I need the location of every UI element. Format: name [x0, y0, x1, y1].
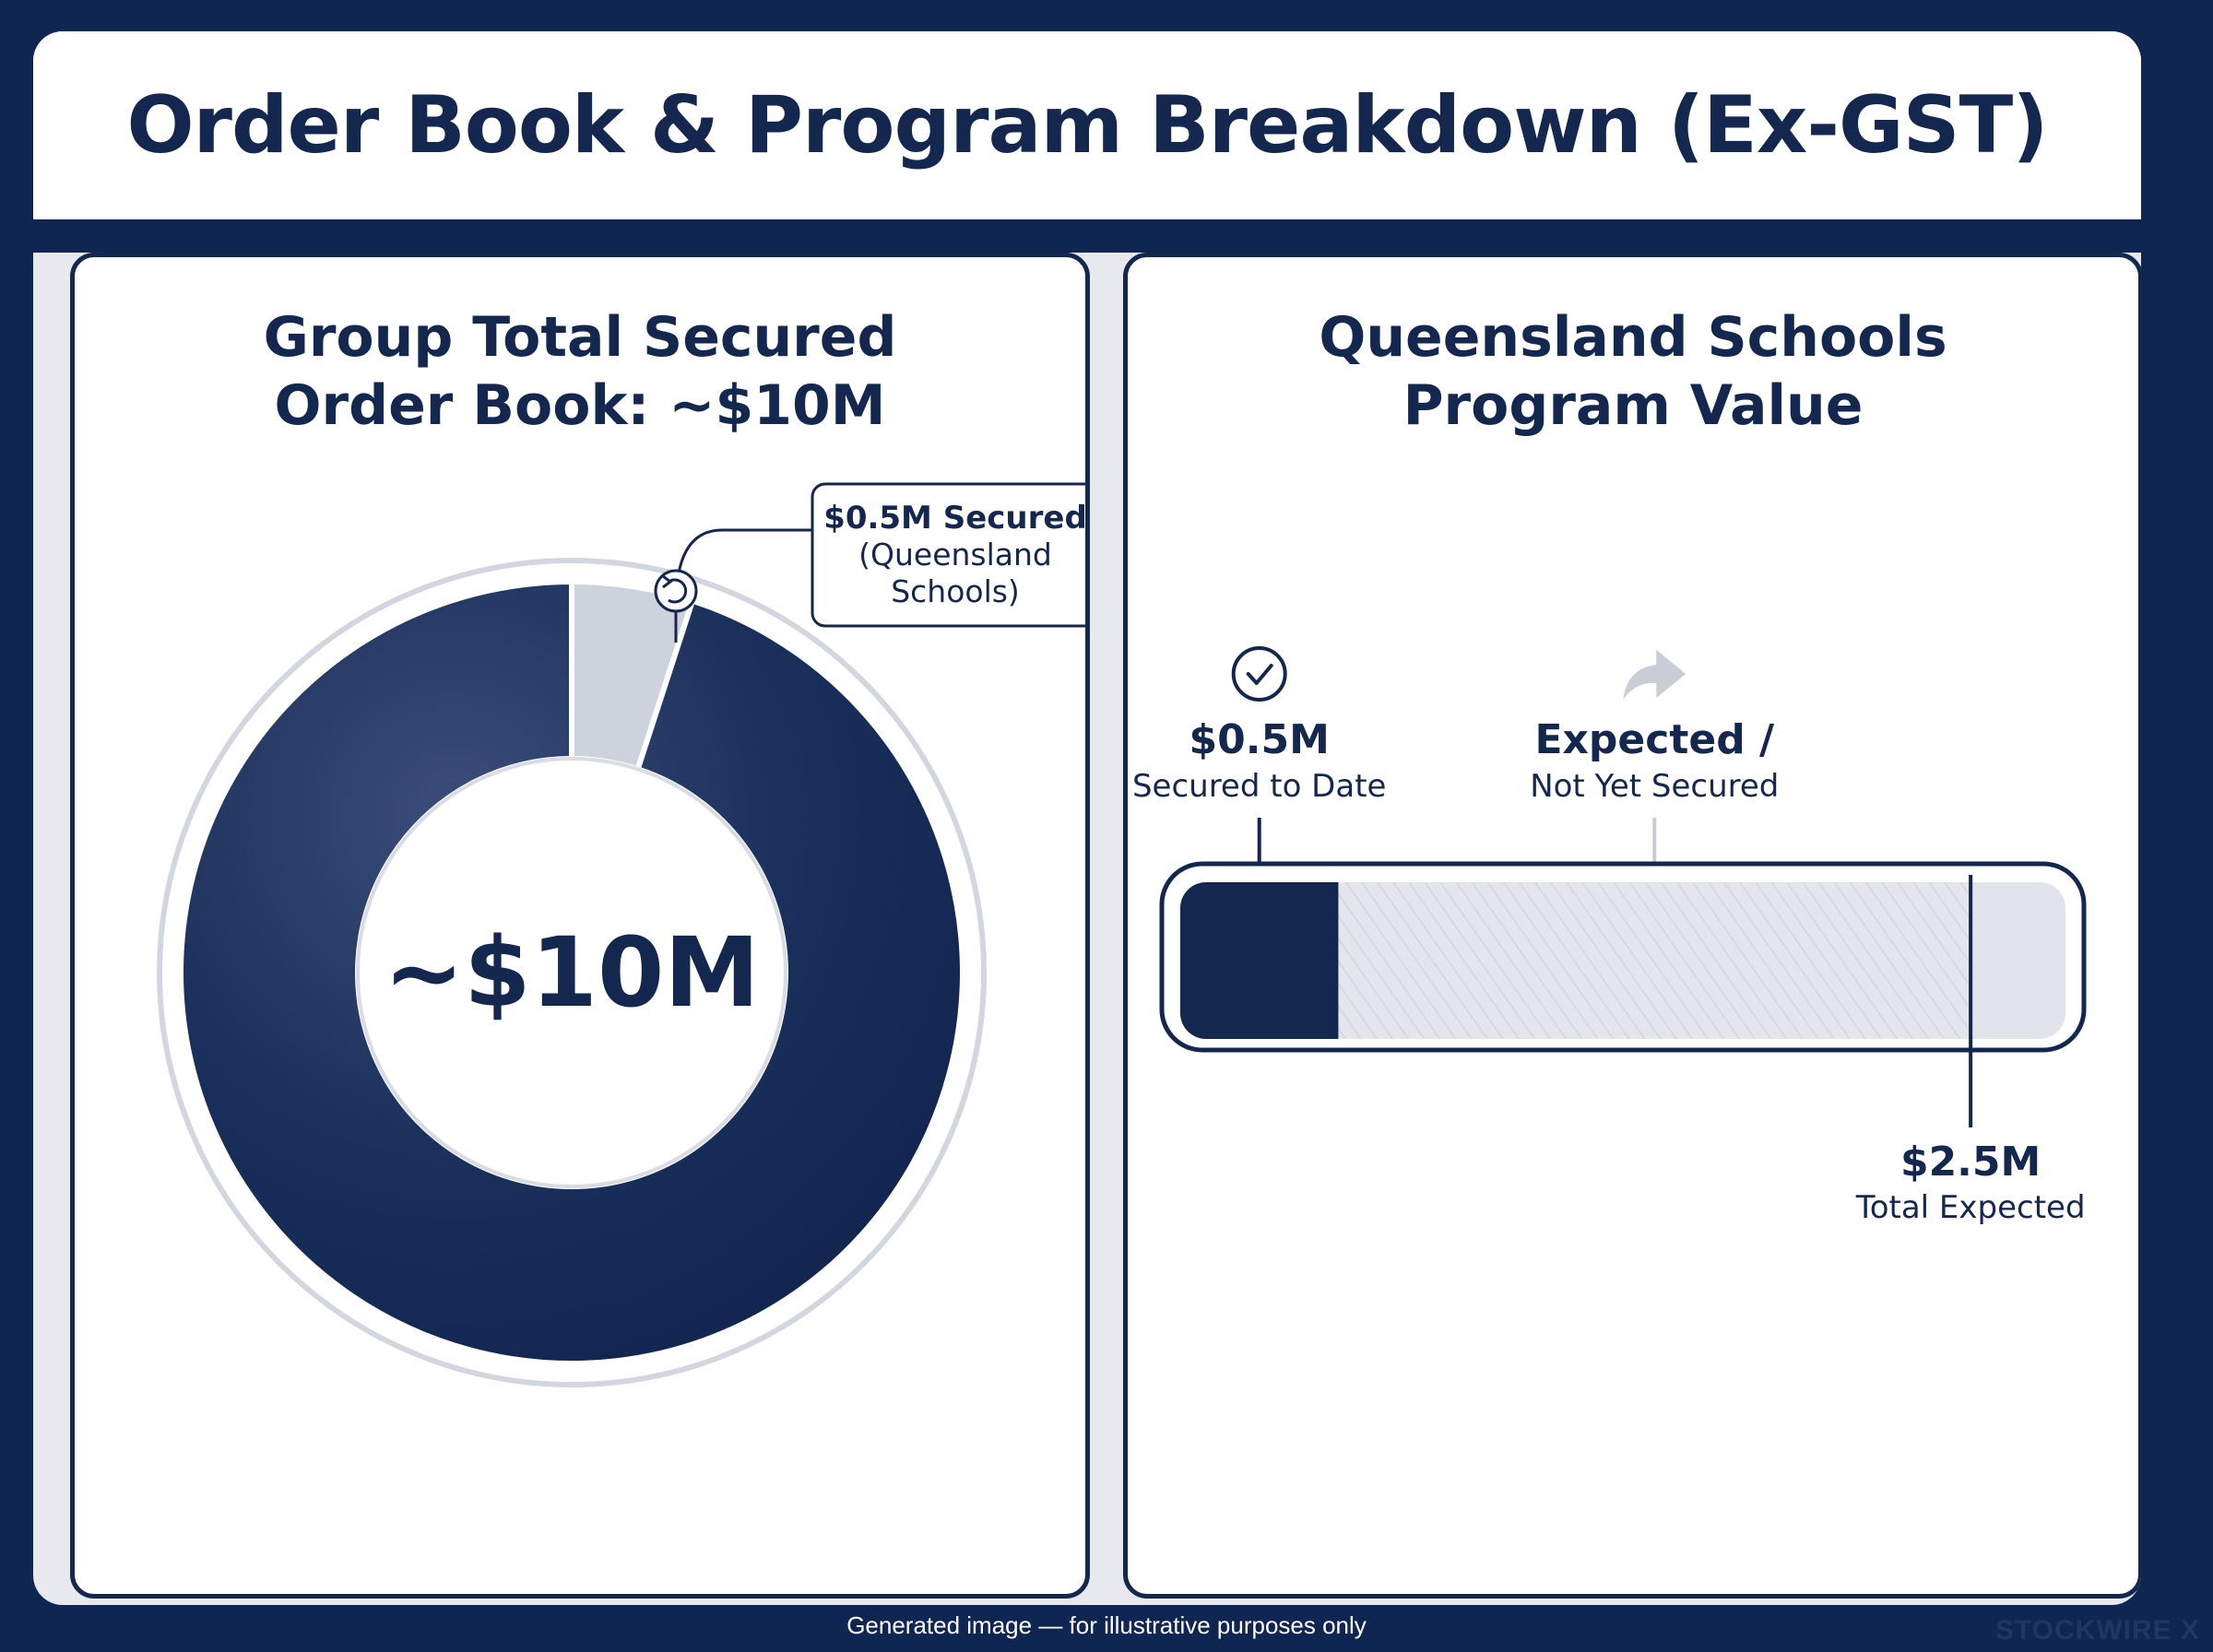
secured-value: $0.5M — [1189, 716, 1330, 763]
expected-bold: Expected / — [1534, 716, 1775, 763]
program-value-title-line1: Queensland Schools — [1319, 305, 1947, 370]
program-value-panel: Queensland Schools Program Value $0.5M S… — [1123, 253, 2141, 1599]
refresh-icon — [654, 569, 698, 613]
page-title: Order Book & Program Breakdown (Ex-GST) — [126, 79, 2048, 171]
callout-line3: Schools) — [891, 573, 1020, 609]
expected-fill — [1338, 882, 1971, 1039]
program-value-title: Queensland Schools Program Value — [1128, 303, 2138, 440]
donut-center-label: ~$10M — [384, 916, 760, 1029]
title-bar: Order Book & Program Breakdown (Ex-GST) — [33, 31, 2141, 253]
brand-logo: STOCKWIRE X — [1994, 1615, 2200, 1646]
total-label: Total Expected — [1855, 1189, 2086, 1226]
order-book-panel: Group Total Secured Order Book: ~$10M ~$… — [70, 253, 1090, 1599]
callout-box — [811, 482, 1085, 628]
callout-line2: (Queensland — [858, 537, 1052, 572]
order-book-title-line2: Order Book: ~$10M — [274, 373, 886, 438]
footer-note: Generated image — for illustrative purpo… — [846, 1611, 1367, 1639]
secured-label: Secured to Date — [1132, 768, 1387, 805]
donut-hole — [356, 757, 787, 1188]
callout-bold: $0.5M Secured — [823, 500, 1085, 537]
order-book-title: Group Total Secured Order Book: ~$10M — [75, 303, 1085, 440]
expected-label: Not Yet Secured — [1530, 768, 1779, 805]
secured-fill — [1180, 882, 1339, 1039]
donut-chart: ~$10M $0.5M Secured (Queensland Schools) — [157, 482, 1085, 1387]
forward-arrow-icon — [1623, 650, 1686, 700]
total-value: $2.5M — [1900, 1139, 2041, 1186]
order-book-title-line1: Group Total Secured — [263, 305, 897, 370]
program-value-title-line2: Program Value — [1402, 373, 1864, 438]
main-frame: Order Book & Program Breakdown (Ex-GST) … — [33, 31, 2141, 1605]
progress-bar-chart: $0.5M Secured to Date Expected / Not Yet… — [1132, 646, 2087, 1226]
check-circle-icon — [1231, 646, 1287, 702]
